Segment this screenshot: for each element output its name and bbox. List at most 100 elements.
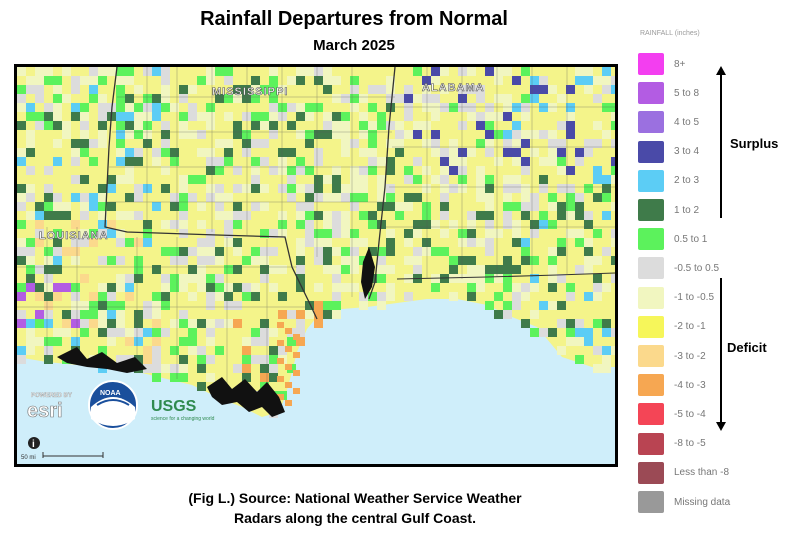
rainfall-cell [287, 337, 296, 346]
rainfall-cell [323, 121, 332, 130]
rainfall-cell [44, 274, 53, 283]
rainfall-cell [116, 238, 125, 247]
rainfall-cell [44, 319, 53, 328]
rainfall-cell [71, 256, 80, 265]
rainfall-cell [557, 202, 566, 211]
rainfall-cell [80, 229, 89, 238]
rainfall-cell [71, 193, 80, 202]
rainfall-cell [413, 175, 422, 184]
rainfall-cell [575, 238, 584, 247]
rainfall-cell [566, 130, 575, 139]
rainfall-cell [494, 310, 503, 319]
legend-swatch [638, 169, 664, 192]
rainfall-cell [332, 265, 341, 274]
rainfall-cell [557, 184, 566, 193]
rainfall-cell [215, 184, 224, 193]
rainfall-cell [359, 166, 368, 175]
rainfall-cell [215, 292, 224, 301]
rainfall-cell [107, 319, 116, 328]
rainfall-cell [557, 166, 566, 175]
rainfall-cell [503, 139, 512, 148]
rainfall-cell [485, 202, 494, 211]
rainfall-cell [116, 211, 125, 220]
rainfall-cell [233, 238, 242, 247]
rainfall-cell [458, 67, 467, 76]
rainfall-cell [458, 157, 467, 166]
rainfall-cell [17, 238, 26, 247]
rainfall-cell [278, 85, 287, 94]
info-button[interactable]: i [28, 437, 40, 450]
rainfall-cell [269, 346, 278, 355]
rainfall-cell [485, 121, 494, 130]
legend-item: -8 to -5 [638, 432, 706, 456]
rainfall-cell [206, 229, 215, 238]
rainfall-cell [575, 67, 584, 76]
rainfall-cell [116, 76, 125, 85]
rainfall-cell [386, 94, 395, 103]
rainfall-cell [35, 112, 44, 121]
rainfall-cell [26, 265, 35, 274]
rainfall-cell [143, 130, 152, 139]
rainfall-cell [566, 103, 575, 112]
rainfall-cell [53, 211, 62, 220]
rainfall-cell [305, 238, 314, 247]
rainfall-cell [431, 67, 440, 76]
rainfall-cell [350, 283, 359, 292]
rainfall-cell [116, 175, 125, 184]
rainfall-cell [17, 283, 26, 292]
rainfall-cell [143, 184, 152, 193]
svg-text:NOAA: NOAA [100, 390, 121, 397]
rainfall-cell [350, 256, 359, 265]
rainfall-cell [440, 184, 449, 193]
scale-bar: 50 mi [21, 452, 104, 461]
rainfall-cell [53, 112, 62, 121]
rainfall-cell [458, 229, 467, 238]
rainfall-cell [89, 292, 98, 301]
rainfall-cell [116, 229, 125, 238]
rainfall-cell [293, 370, 300, 376]
rainfall-cell [152, 202, 161, 211]
rainfall-map[interactable]: MISSISSIPPI ALABAMA LOUISIANA POWERED BY… [14, 64, 618, 467]
rainfall-cell [35, 283, 44, 292]
rainfall-cell [602, 247, 611, 256]
rainfall-cell [368, 157, 377, 166]
rainfall-cell [296, 130, 305, 139]
rainfall-cell [413, 247, 422, 256]
legend-swatch [638, 345, 664, 367]
rainfall-cell [314, 238, 323, 247]
rainfall-cell [512, 148, 521, 157]
rainfall-cell [431, 283, 440, 292]
rainfall-cell [134, 193, 143, 202]
rainfall-cell [305, 67, 314, 76]
rainfall-cell [224, 238, 233, 247]
rainfall-cell [62, 67, 71, 76]
rainfall-cell [278, 310, 287, 319]
rainfall-cell [251, 85, 260, 94]
rainfall-cell [611, 76, 615, 85]
rainfall-cell [206, 166, 215, 175]
legend-swatch [638, 140, 664, 163]
rainfall-cell [215, 139, 224, 148]
rainfall-cell [296, 166, 305, 175]
rainfall-cell [314, 301, 323, 310]
rainfall-cell [602, 283, 611, 292]
rainfall-cell [566, 337, 575, 346]
rainfall-cell [359, 121, 368, 130]
map-canvas[interactable]: MISSISSIPPI ALABAMA LOUISIANA POWERED BY… [17, 67, 615, 464]
rainfall-cell [440, 148, 449, 157]
rainfall-cell [539, 103, 548, 112]
state-label-mississippi: MISSISSIPPI [212, 86, 288, 98]
rainfall-cell [557, 211, 566, 220]
rainfall-cell [206, 337, 215, 346]
rainfall-cell [341, 193, 350, 202]
rainfall-cell [485, 175, 494, 184]
rainfall-cell [368, 139, 377, 148]
rainfall-cell [521, 256, 530, 265]
rainfall-cell [314, 193, 323, 202]
rainfall-cell [278, 229, 287, 238]
legend-label: 3 to 4 [674, 146, 700, 158]
rainfall-cell [341, 265, 350, 274]
rainfall-cell [341, 220, 350, 229]
rainfall-cell [44, 211, 53, 220]
rainfall-cell [62, 94, 71, 103]
